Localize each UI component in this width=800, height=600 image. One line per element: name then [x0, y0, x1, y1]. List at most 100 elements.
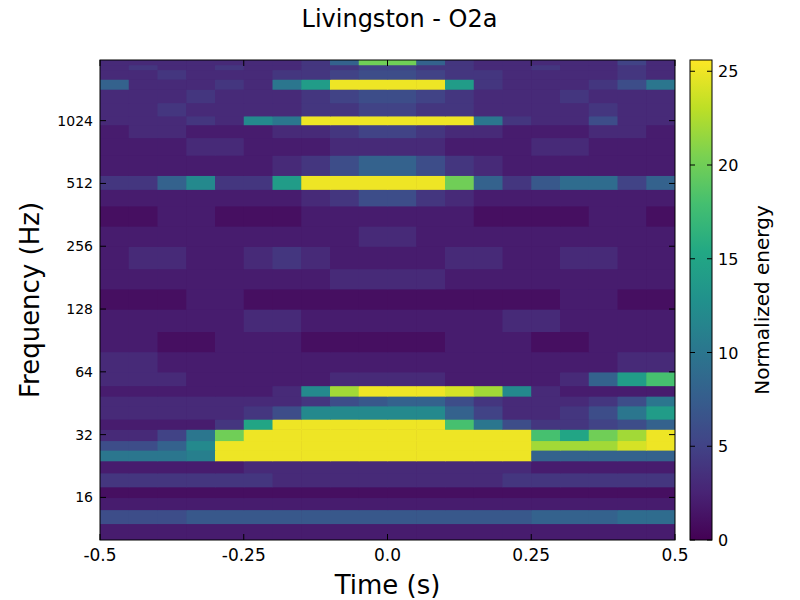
cell [244, 116, 273, 125]
cell [531, 487, 560, 498]
cell [273, 386, 302, 397]
cell [503, 70, 532, 80]
cell [416, 138, 445, 156]
cell [301, 89, 330, 103]
cell [560, 497, 589, 510]
cell [388, 60, 417, 65]
cell [531, 79, 560, 90]
cell [330, 510, 359, 525]
cell [531, 206, 560, 227]
cell [560, 155, 589, 176]
cell [503, 309, 532, 332]
cell [618, 138, 647, 156]
cell [359, 406, 388, 420]
cell [445, 440, 474, 450]
cell [301, 440, 330, 450]
cell [503, 79, 532, 90]
cell [359, 419, 388, 430]
x-tick-label: -0.5 [83, 545, 116, 565]
cell [129, 125, 158, 138]
cell [244, 473, 273, 488]
cell [100, 103, 129, 117]
cell [445, 79, 474, 90]
cell [618, 175, 647, 190]
cell [589, 189, 618, 206]
cell [388, 226, 417, 247]
cell [416, 89, 445, 103]
cell [560, 89, 589, 103]
cell [388, 450, 417, 461]
cell [158, 352, 187, 373]
cell [474, 116, 503, 125]
cell [129, 60, 158, 65]
cell [359, 138, 388, 156]
cell [618, 406, 647, 420]
cell [618, 331, 647, 352]
cell [560, 269, 589, 290]
cell [445, 473, 474, 488]
cell [158, 103, 187, 117]
cell [244, 65, 273, 70]
cell [474, 289, 503, 310]
cell [416, 189, 445, 206]
cell [445, 125, 474, 138]
cell [100, 175, 129, 190]
cell [618, 226, 647, 247]
cell [186, 269, 215, 290]
cell [330, 103, 359, 117]
cell [330, 289, 359, 310]
cell [646, 429, 675, 441]
cell [359, 103, 388, 117]
cell [301, 206, 330, 227]
cell [330, 406, 359, 420]
cell [158, 125, 187, 138]
cell [186, 450, 215, 461]
cell [244, 450, 273, 461]
cell [445, 138, 474, 156]
cell [618, 206, 647, 227]
cell [244, 440, 273, 450]
cell [646, 155, 675, 176]
cell [359, 440, 388, 450]
cell [244, 331, 273, 352]
cell [186, 440, 215, 450]
cell [445, 70, 474, 80]
cell [100, 419, 129, 430]
cell [158, 419, 187, 430]
cell [589, 396, 618, 406]
cell [646, 497, 675, 510]
y-tick [669, 434, 675, 435]
cell [445, 406, 474, 420]
cell [531, 226, 560, 247]
cell [445, 206, 474, 227]
x-axis-label: Time (s) [334, 570, 441, 600]
cell [330, 79, 359, 90]
y-tick [669, 497, 675, 498]
cell [129, 450, 158, 461]
cell [531, 450, 560, 461]
cell [158, 386, 187, 397]
cell [618, 289, 647, 310]
cell [618, 89, 647, 103]
cell [244, 175, 273, 190]
cell [301, 65, 330, 70]
cell [129, 116, 158, 125]
cell [589, 450, 618, 461]
cell [330, 309, 359, 332]
cell [359, 65, 388, 70]
cell [474, 487, 503, 498]
cell [416, 116, 445, 125]
cell [646, 510, 675, 525]
cell [273, 89, 302, 103]
cell [330, 497, 359, 510]
cell [158, 450, 187, 461]
cell [589, 60, 618, 65]
cell [589, 497, 618, 510]
cell [301, 125, 330, 138]
cell [503, 175, 532, 190]
cell [129, 309, 158, 332]
cell [618, 352, 647, 373]
cell [646, 206, 675, 227]
cell [301, 419, 330, 430]
cell [215, 246, 244, 269]
